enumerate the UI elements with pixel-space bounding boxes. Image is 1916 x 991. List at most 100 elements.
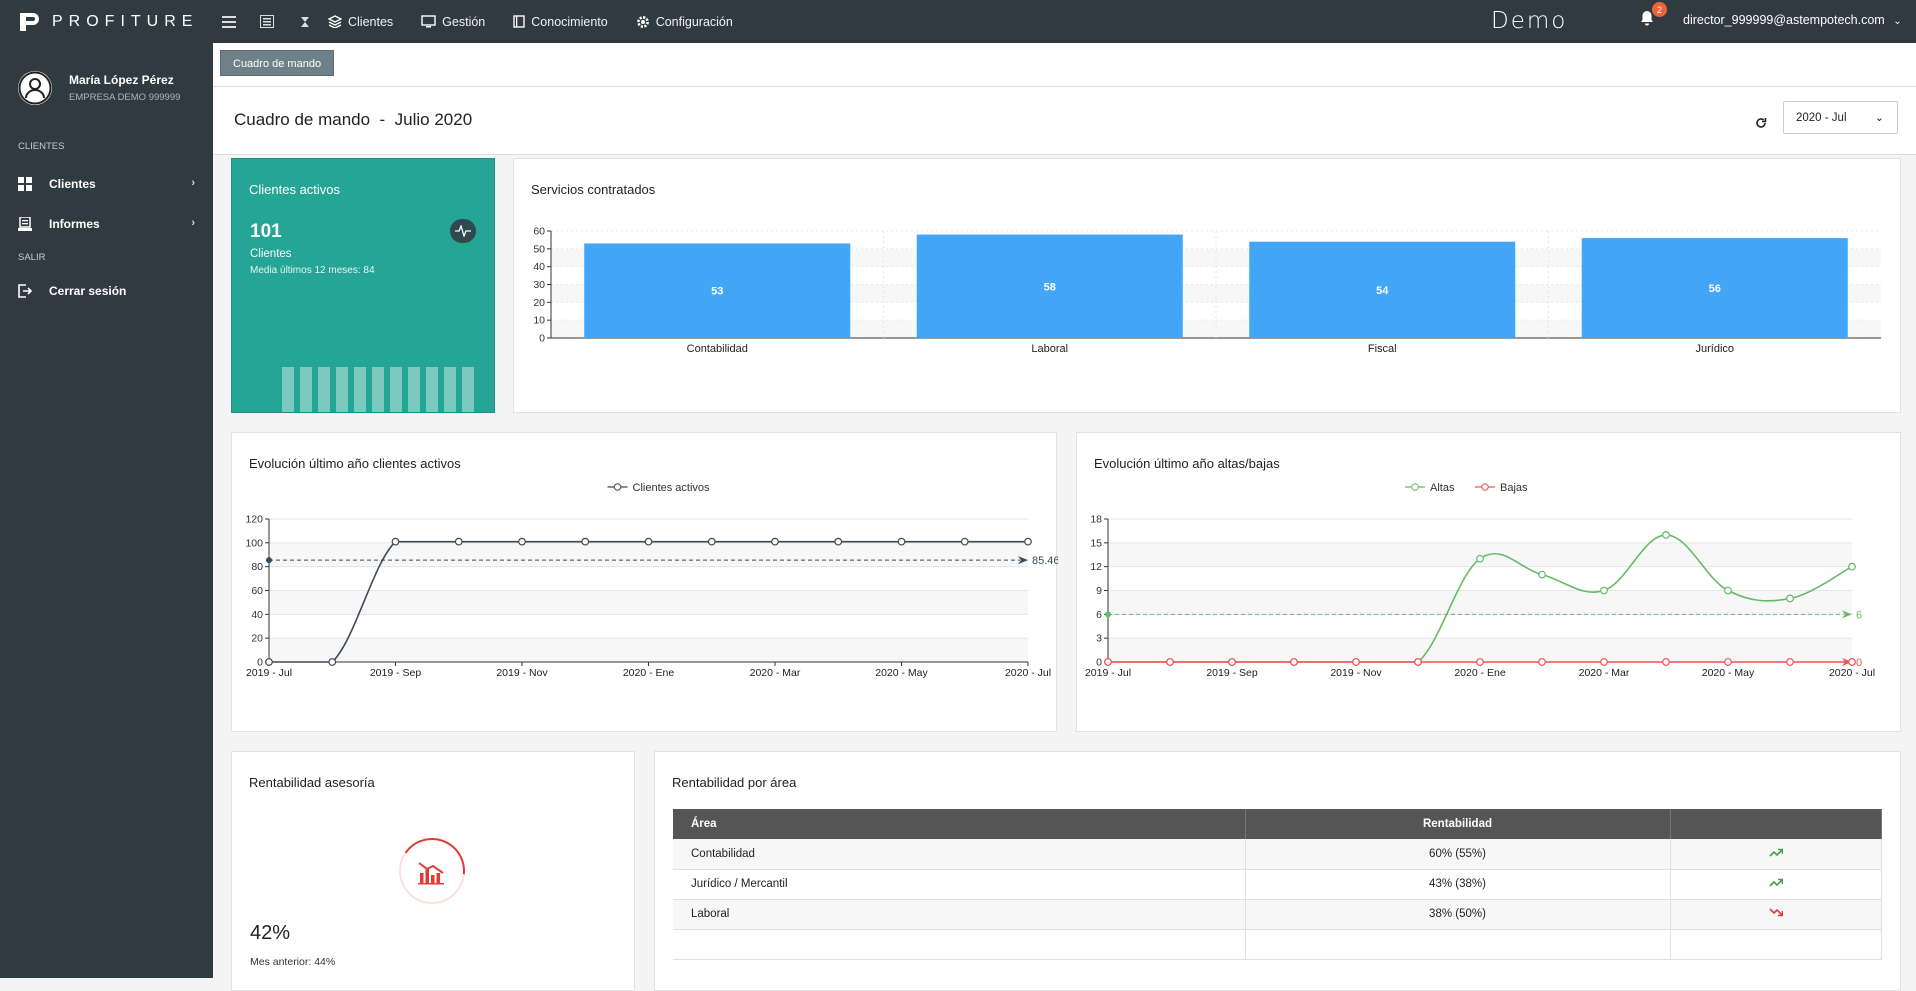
- chevron-down-icon: ⌄: [1874, 112, 1884, 124]
- data-point: [1538, 658, 1546, 666]
- hourglass-icon[interactable]: [290, 0, 320, 43]
- grid-icon: [18, 177, 32, 191]
- table-row[interactable]: Jurídico / Mercantil 43% (38%): [673, 869, 1882, 900]
- logo[interactable]: PROFITURE: [0, 11, 214, 33]
- nav-conocimiento[interactable]: Conocimiento: [513, 0, 608, 43]
- sidebar-item-clientes[interactable]: Clientes ›: [0, 164, 213, 204]
- data-point: [1786, 658, 1794, 666]
- kpi-subtitle: Media últimos 12 meses: 84: [250, 265, 375, 276]
- y-tick-label: 120: [245, 514, 263, 526]
- avatar-user-icon: [18, 71, 52, 105]
- data-point: [1414, 658, 1422, 666]
- y-tick-label: 0: [257, 657, 263, 669]
- trending-up-icon: [1670, 869, 1882, 900]
- x-tick-label: 2020 - May: [875, 667, 928, 679]
- nav-configuracion-label: Configuración: [655, 14, 733, 29]
- kpi-card-clientes-activos: Clientes activos 101 Clientes Media últi…: [231, 158, 495, 413]
- period-select[interactable]: 2020 - Jul ⌄: [1783, 101, 1898, 134]
- mini-bar: [372, 366, 384, 412]
- legend-marker: [1481, 483, 1489, 491]
- sidebar-item-cerrar-sesion[interactable]: Cerrar sesión: [0, 271, 213, 311]
- period-select-value: 2020 - Jul: [1796, 112, 1847, 124]
- notifications-count-badge[interactable]: 2: [1652, 2, 1667, 17]
- grid-band: [269, 590, 1028, 615]
- y-tick-label: 40: [533, 261, 545, 273]
- rentabilidad-previous: Mes anterior: 44%: [250, 956, 336, 968]
- card-title: Rentabilidad asesoría: [249, 775, 375, 790]
- breadcrumb-item-cuadro-de-mando[interactable]: Cuadro de mando: [220, 50, 335, 76]
- notifications-bell-icon[interactable]: [1640, 10, 1654, 31]
- mini-bar: [444, 366, 456, 412]
- grid-band: [1108, 638, 1852, 662]
- gear-icon: [636, 15, 649, 28]
- hamburger-menu-icon[interactable]: [214, 0, 244, 43]
- environment-label: Demo: [1491, 8, 1568, 34]
- data-point: [454, 537, 463, 546]
- average-label: 6: [1856, 609, 1862, 621]
- data-point: [1848, 562, 1856, 571]
- mini-bar: [318, 366, 330, 412]
- x-tick-label: Contabilidad: [687, 343, 748, 355]
- company-name: EMPRESA DEMO 999999: [69, 92, 181, 103]
- evolucion-clientes-line-chart: 0 20 40 60 80 100 120 2019 - Jul 2019 - Sep 2019 …: [245, 482, 1058, 679]
- data-point: [771, 537, 779, 546]
- page-header: Cuadro de mando - Julio 2020 2020 - Jul …: [213, 87, 1916, 155]
- data-point: [1848, 658, 1856, 666]
- logo-text: PROFITURE: [52, 12, 199, 30]
- cell-rentabilidad: 38% (50%): [1245, 899, 1671, 930]
- table-row[interactable]: Laboral 38% (50%): [673, 899, 1882, 930]
- rentabilidad-value: 42%: [250, 922, 291, 944]
- mini-bar: [282, 366, 294, 412]
- pulse-icon[interactable]: [450, 219, 476, 243]
- data-point: [1228, 658, 1236, 666]
- data-point: [897, 537, 906, 546]
- collapse-sidebar-icon[interactable]: [252, 0, 282, 43]
- average-start-marker: [1105, 611, 1111, 618]
- nav-gestion-label: Gestión: [442, 14, 486, 29]
- mini-bar: [408, 366, 420, 412]
- nav-clientes[interactable]: Clientes: [328, 0, 393, 43]
- kpi-value: 101: [250, 221, 282, 242]
- grid-band: [269, 542, 1028, 567]
- average-start-marker: [266, 557, 272, 564]
- user-menu[interactable]: director_999999@astempotech.com ⌄: [1683, 13, 1902, 27]
- servicios-bar-chart: 0 10 20 30 40 50 60 53 Contabilidad 58 Laboral 54 Fi…: [533, 226, 1881, 355]
- nav-configuracion[interactable]: Configuración: [636, 0, 733, 43]
- table-header-row: Área Rentabilidad: [673, 809, 1882, 839]
- data-point: [1724, 658, 1732, 666]
- section-clientes-header: CLIENTES: [18, 141, 65, 152]
- y-tick-label: 40: [251, 609, 263, 621]
- column-header-rentabilidad[interactable]: Rentabilidad: [1245, 809, 1671, 839]
- average-label: 0: [1856, 657, 1862, 669]
- x-tick-label: 2020 - Mar: [750, 667, 801, 679]
- sidebar-item-cerrar-sesion-label: Cerrar sesión: [49, 284, 127, 298]
- x-tick-label: Fiscal: [1368, 343, 1397, 355]
- empty-cell: [1670, 929, 1882, 960]
- y-tick-label: 20: [533, 297, 545, 309]
- top-bar: PROFITURE Clientes Gestión Conocimiento …: [0, 0, 1916, 43]
- nav-gestion[interactable]: Gestión: [421, 0, 485, 43]
- legend-marker: [613, 483, 622, 491]
- bar-value-label: 53: [711, 286, 723, 298]
- column-header-area[interactable]: Área: [673, 809, 1246, 839]
- y-tick-label: 0: [539, 333, 545, 345]
- breadcrumb: Cuadro de mando: [213, 43, 1916, 87]
- refresh-icon[interactable]: [1755, 117, 1767, 129]
- y-tick-label: 15: [1090, 537, 1102, 549]
- rentabilidad-gauge: [399, 838, 465, 904]
- y-tick-label: 6: [1096, 609, 1102, 621]
- bar-value-label: 56: [1709, 283, 1721, 295]
- mini-bar: [390, 366, 402, 412]
- table-row[interactable]: Contabilidad 60% (55%): [673, 839, 1882, 870]
- page-title: Cuadro de mando - Julio 2020: [234, 110, 473, 129]
- table-row[interactable]: [673, 929, 1882, 960]
- user-name: María López Pérez: [69, 73, 174, 87]
- legend-label: Bajas: [1500, 482, 1528, 494]
- sidebar: María López Pérez EMPRESA DEMO 999999 CL…: [0, 43, 213, 978]
- cell-area: Jurídico / Mercantil: [673, 869, 1246, 900]
- y-tick-label: 12: [1090, 561, 1102, 573]
- legend-label: Clientes activos: [633, 482, 711, 494]
- bar: [916, 234, 1183, 338]
- sidebar-item-informes[interactable]: Informes ›: [0, 204, 213, 244]
